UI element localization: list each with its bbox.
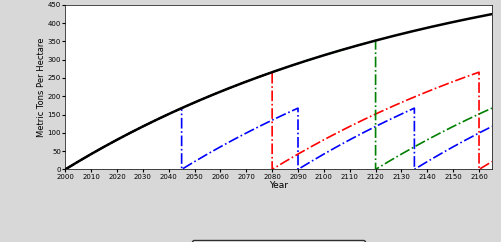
Legend: 45, 80, 120, NA: 45, 80, 120, NA (192, 240, 364, 242)
Y-axis label: Metric Tons Per Hectare: Metric Tons Per Hectare (37, 37, 46, 137)
X-axis label: Year: Year (269, 181, 288, 190)
